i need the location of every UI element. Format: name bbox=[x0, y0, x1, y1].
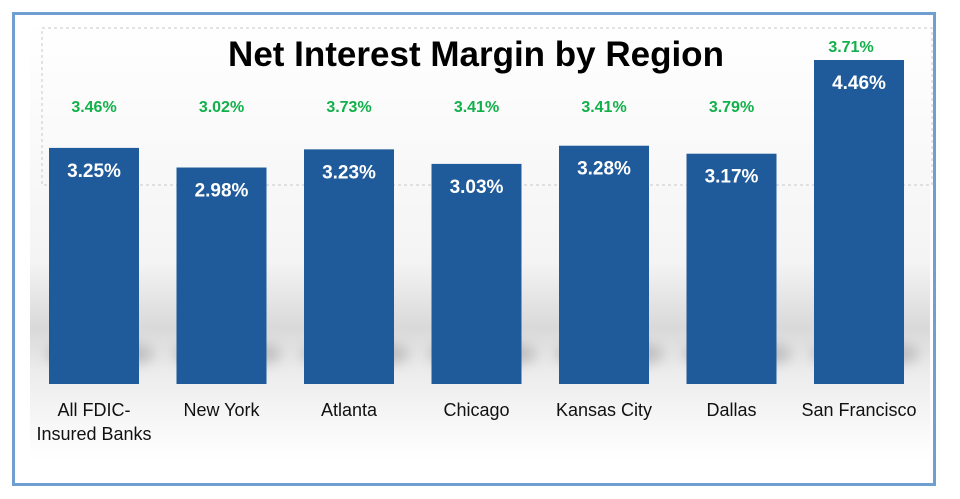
comparison-label: 3.02% bbox=[199, 99, 244, 116]
comparison-label: 3.79% bbox=[709, 99, 754, 116]
bar bbox=[176, 167, 267, 384]
comparison-label: 3.46% bbox=[71, 99, 116, 116]
bar-value-label: 3.03% bbox=[450, 177, 504, 198]
category-tick-label: Atlanta bbox=[321, 400, 378, 420]
bar-value-label: 3.28% bbox=[577, 159, 631, 180]
category-tick-label: New York bbox=[183, 400, 260, 420]
bar bbox=[49, 147, 139, 384]
category-tick-label: Dallas bbox=[706, 400, 756, 420]
chart-title: Net Interest Margin by Region bbox=[228, 35, 724, 74]
title-box bbox=[41, 27, 933, 186]
bar bbox=[814, 60, 904, 384]
category-tick-label: Chicago bbox=[443, 400, 509, 420]
bar-value-label: 3.25% bbox=[67, 161, 121, 182]
category-tick-label: Insured Banks bbox=[36, 424, 151, 444]
bar bbox=[431, 163, 522, 384]
bar-value-label: 3.17% bbox=[705, 167, 759, 188]
bar bbox=[304, 149, 394, 384]
comparison-label: 3.71% bbox=[828, 39, 873, 56]
bar-value-label: 2.98% bbox=[195, 181, 249, 202]
bar-value-label: 4.46% bbox=[832, 73, 886, 94]
bar bbox=[559, 145, 649, 384]
comparison-label: 3.41% bbox=[581, 99, 626, 116]
bar-value-label: 3.23% bbox=[322, 162, 376, 183]
comparison-label: 3.73% bbox=[326, 99, 371, 116]
category-tick-label: Kansas City bbox=[556, 400, 652, 420]
bar bbox=[686, 153, 777, 384]
category-tick-label: All FDIC- bbox=[58, 400, 131, 420]
comparison-label: 3.41% bbox=[454, 99, 499, 116]
category-tick-label: San Francisco bbox=[801, 400, 916, 420]
